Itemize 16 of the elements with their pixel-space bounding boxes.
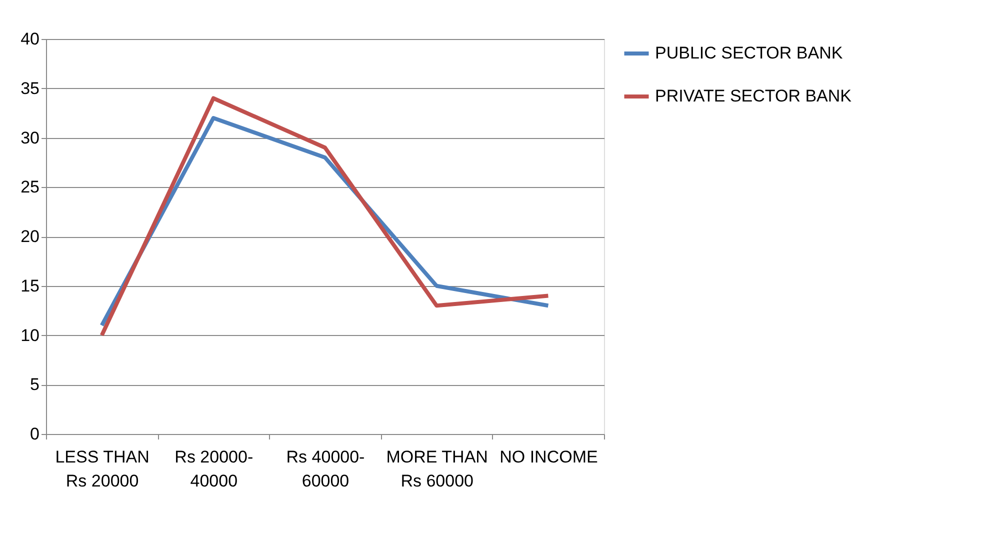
y-tick-label: 5 xyxy=(30,375,40,394)
x-tick-label: Rs 20000-40000 xyxy=(174,448,254,490)
y-tick-label: 25 xyxy=(20,178,40,197)
legend-label: PUBLIC SECTOR BANK xyxy=(655,44,844,62)
x-tick-label: LESS THAN Rs 20000 xyxy=(55,448,150,490)
x-tick-label: Rs 40000-60000 xyxy=(286,448,365,490)
x-tick-label: NO INCOME xyxy=(500,448,598,466)
y-tick-label: 0 xyxy=(30,424,40,444)
y-tick-label: 15 xyxy=(20,276,40,296)
y-tick-label: 10 xyxy=(20,326,40,345)
legend-label: PRIVATE SECTOR BANK xyxy=(655,86,852,106)
x-tick-label: MORE THAN Rs 60000 xyxy=(386,448,488,490)
y-tick-label: 40 xyxy=(20,30,40,48)
y-tick-label: 20 xyxy=(20,227,40,246)
y-tick-label: 30 xyxy=(20,128,40,148)
y-tick-label: 35 xyxy=(20,78,40,98)
